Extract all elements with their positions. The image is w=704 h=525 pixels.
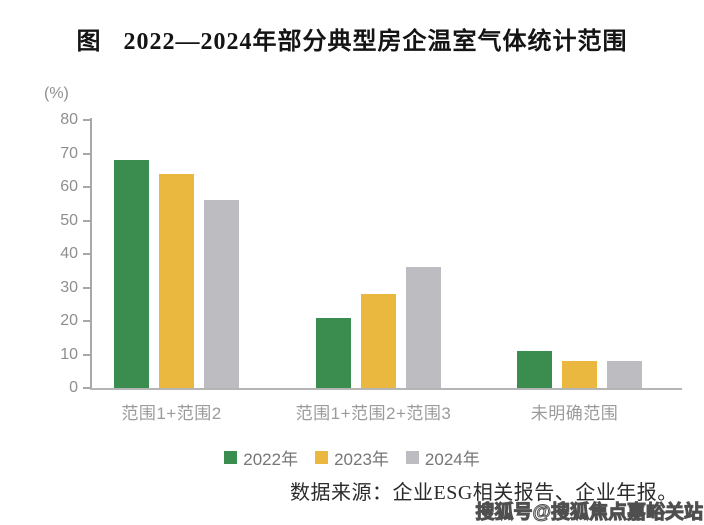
y-axis-tick-label: 0 (69, 379, 78, 396)
chart-title-prefix: 图 (76, 29, 102, 55)
y-axis-tick-label: 70 (60, 144, 78, 162)
legend-swatch-2023 (315, 451, 329, 464)
plot-area: (%) 0 10 20 30 40 50 60 70 80 范围1+范围2 范围1+范围2+范围3 未… (44, 85, 682, 423)
y-axis-tick-mark (83, 353, 90, 356)
category-label-1: 范围1+范围2 (121, 404, 222, 423)
y-axis-tick-mark (83, 387, 90, 389)
legend-label: 2024年 (424, 450, 480, 469)
bar-2022-cat2 (316, 317, 351, 388)
bar-2024-cat3 (607, 361, 642, 388)
chart-title-text: 2022—2024年部分典型房企温室气体统计范围 (123, 29, 628, 55)
y-axis-tick-mark (83, 320, 90, 322)
bar-2022-cat1 (114, 160, 149, 388)
category-label-3: 未明确范围 (530, 404, 619, 423)
source-note: 数据来源：企业ESG相关报告、企业年报。 (290, 482, 678, 504)
y-axis-tick-label: 60 (60, 178, 78, 195)
y-axis-tick-label: 20 (60, 312, 78, 329)
legend-item-2024: 2024年 (405, 445, 480, 470)
chart-title: 图 2022—2024年部分典型房企温室气体统计范围 (0, 21, 704, 56)
y-axis-line (90, 118, 92, 390)
legend-swatch-2022 (224, 451, 238, 464)
watermark: 搜狐号@搜狐焦点嘉峪关站 (475, 502, 704, 524)
y-axis-tick-mark (83, 219, 90, 222)
bar-2023-cat2 (361, 294, 396, 388)
y-axis-tick-label: 50 (60, 211, 78, 229)
legend-swatch-2024 (405, 451, 419, 464)
y-axis-tick-label: 10 (60, 345, 78, 363)
y-axis-tick-label: 80 (60, 111, 78, 128)
y-axis-tick-mark (83, 186, 90, 188)
bar-2023-cat3 (562, 361, 597, 388)
bar-2024-cat1 (204, 200, 239, 388)
legend: 2022年 2023年 2024年 (0, 445, 704, 470)
y-axis-tick-label: 30 (60, 278, 78, 296)
y-axis-tick-mark (83, 152, 90, 155)
bar-group-2 (316, 267, 441, 388)
legend-label: 2023年 (334, 450, 389, 469)
legend-item-2023: 2023年 (315, 445, 389, 470)
y-axis-tick-mark (83, 286, 90, 289)
bar-2022-cat3 (517, 351, 552, 388)
legend-label: 2022年 (243, 450, 299, 469)
y-axis-unit-label: (%) (44, 85, 69, 102)
bar-2024-cat2 (406, 267, 441, 388)
category-label-2: 范围1+范围2+范围3 (295, 404, 452, 423)
legend-item-2022: 2022年 (224, 445, 298, 470)
y-axis-tick-mark (83, 253, 90, 255)
bar-group-1 (114, 160, 239, 388)
bar-2023-cat1 (159, 173, 194, 388)
y-axis-tick-label: 40 (60, 245, 78, 262)
y-axis-tick-mark (83, 119, 90, 121)
bar-group-3 (517, 351, 642, 388)
x-axis-line (90, 388, 682, 390)
